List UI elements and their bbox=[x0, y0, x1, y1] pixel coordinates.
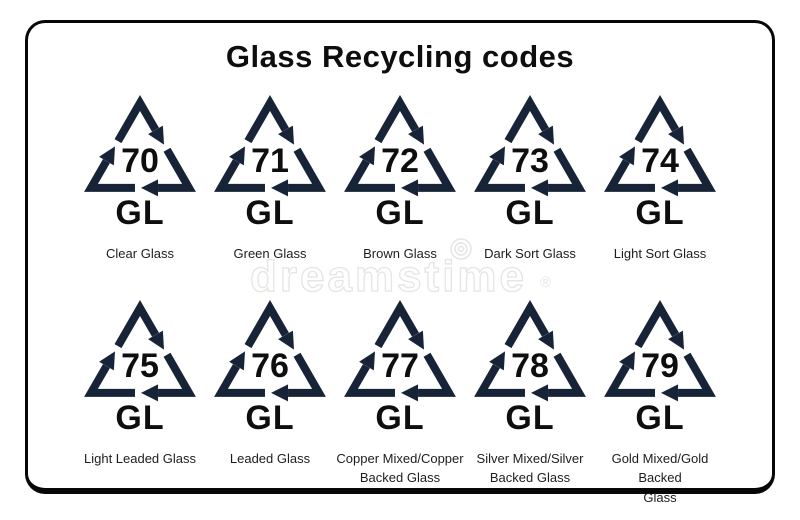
recycling-symbol-card-74: 74 GL Light Sort Glass bbox=[595, 93, 725, 264]
code-number: 74 bbox=[641, 142, 679, 180]
code-number: 78 bbox=[511, 347, 549, 385]
poster-border bbox=[25, 20, 775, 494]
recycling-triangle-icon: 73 bbox=[470, 93, 590, 203]
symbol-row-bottom: 75 GL Light Leaded Glass 76 GL Leaded Gl… bbox=[0, 298, 800, 508]
recycling-symbol-card-78: 78 GL Silver Mixed/Silver Backed Glass bbox=[465, 298, 595, 488]
recycling-triangle-icon: 70 bbox=[80, 93, 200, 203]
material-code-label: GL bbox=[375, 194, 425, 232]
code-number: 76 bbox=[251, 347, 289, 385]
code-number: 75 bbox=[121, 347, 159, 385]
recycling-symbol-card-77: 77 GL Copper Mixed/Copper Backed Glass bbox=[335, 298, 465, 488]
recycling-triangle-icon: 74 bbox=[600, 93, 720, 203]
code-number: 72 bbox=[381, 142, 419, 180]
symbol-name-label: Dark Sort Glass bbox=[484, 246, 576, 261]
recycling-triangle-icon: 79 bbox=[600, 298, 720, 408]
recycling-symbol-card-72: 72 GL Brown Glass bbox=[335, 93, 465, 264]
symbol-name-label: Gold Mixed/Gold Backed Glass bbox=[611, 450, 709, 505]
material-code-label: GL bbox=[245, 398, 295, 437]
recycling-symbol-card-76: 76 GL Leaded Glass bbox=[205, 298, 335, 469]
symbol-name-label: Green Glass bbox=[233, 246, 307, 261]
recycling-symbol-card-75: 75 GL Light Leaded Glass bbox=[75, 298, 205, 469]
material-code-label: GL bbox=[375, 398, 425, 437]
symbol-name-label: Leaded Glass bbox=[229, 450, 311, 466]
material-code-label: GL bbox=[245, 194, 295, 232]
code-number: 70 bbox=[121, 142, 159, 180]
recycling-triangle-icon: 78 bbox=[470, 298, 590, 408]
recycling-triangle-icon: 71 bbox=[210, 93, 330, 203]
material-code-label: GL bbox=[635, 194, 685, 232]
recycling-symbol-card-73: 73 GL Dark Sort Glass bbox=[465, 93, 595, 264]
material-code-label: GL bbox=[505, 194, 555, 232]
recycling-triangle-icon: 75 bbox=[80, 298, 200, 408]
recycling-triangle-icon: 77 bbox=[340, 298, 460, 408]
material-code-label: GL bbox=[115, 398, 165, 437]
symbol-name-label: Copper Mixed/Copper Backed Glass bbox=[336, 450, 464, 486]
material-code-label: GL bbox=[115, 194, 165, 232]
recycling-symbol-card-71: 71 GL Green Glass bbox=[205, 93, 335, 264]
material-code-label: GL bbox=[635, 398, 685, 437]
recycling-symbol-card-79: 79 GL Gold Mixed/Gold Backed Glass bbox=[595, 298, 725, 508]
symbol-name-label: Light Sort Glass bbox=[613, 246, 707, 261]
code-number: 79 bbox=[641, 347, 679, 385]
symbol-name-label: Brown Glass bbox=[363, 246, 437, 261]
code-number: 77 bbox=[381, 347, 419, 385]
recycling-symbol-card-70: 70 GL Clear Glass bbox=[75, 93, 205, 264]
code-number: 71 bbox=[251, 142, 289, 180]
recycling-triangle-icon: 72 bbox=[340, 93, 460, 203]
symbol-row-top: 70 GL Clear Glass 71 GL Green Glass bbox=[0, 93, 800, 264]
symbol-name-label: Light Leaded Glass bbox=[83, 450, 197, 466]
page-title: Glass Recycling codes bbox=[225, 39, 575, 74]
symbol-name-label: Clear Glass bbox=[106, 246, 174, 261]
recycling-triangle-icon: 76 bbox=[210, 298, 330, 408]
material-code-label: GL bbox=[505, 398, 555, 437]
code-number: 73 bbox=[511, 142, 549, 180]
symbol-name-label: Silver Mixed/Silver Backed Glass bbox=[476, 450, 584, 486]
